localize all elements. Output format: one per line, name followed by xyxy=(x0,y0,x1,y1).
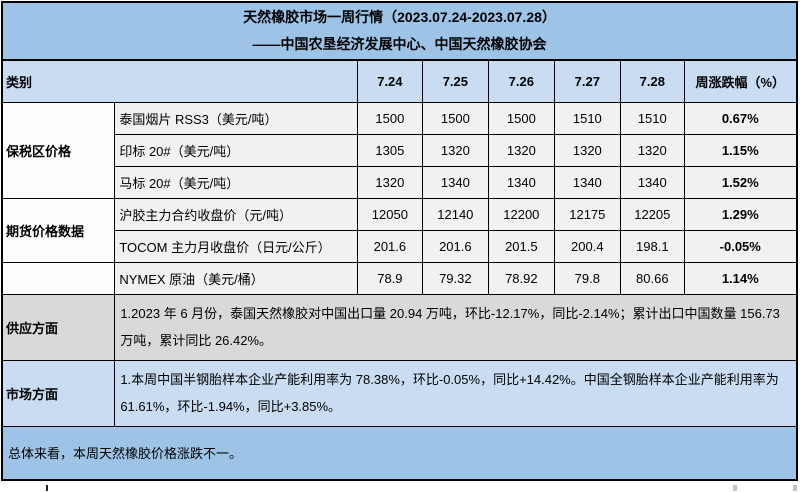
section-label-supply: 供应方面 xyxy=(1,293,116,361)
value-cell: 1500 xyxy=(488,101,555,135)
group-cell-futures: 期货价格数据 xyxy=(1,197,116,263)
value-cell: 12050 xyxy=(357,197,423,231)
table-row-shfe: 期货价格数据 沪胶主力合约收盘价（元/吨） 12050 12140 12200 … xyxy=(1,197,798,263)
value-cell: 12140 xyxy=(421,197,490,231)
value-cell: 1320 xyxy=(357,165,423,199)
summary-text: 总体来看，本周天然橡胶价格涨跌不一。 xyxy=(1,425,798,481)
header-row: 类别 7.24 7.25 7.26 7.27 7.28 周涨跌幅（%） xyxy=(1,59,798,103)
item-cell: 马标 20#（美元/吨） xyxy=(114,165,359,199)
value-cell: 1320 xyxy=(488,133,555,167)
report-title: 天然橡胶市场一周行情（2023.07.24-2023.07.28） xyxy=(243,9,556,26)
change-cell: 0.67% xyxy=(683,101,798,135)
col-header-category: 类别 xyxy=(1,59,359,103)
value-cell: 1320 xyxy=(553,133,622,167)
value-cell: 79.8 xyxy=(553,261,622,295)
value-cell: 198.1 xyxy=(620,229,685,263)
change-cell: 1.15% xyxy=(683,133,798,167)
section-row-supply: 供应方面 1.2023 年 6 月份，泰国天然橡胶对中国出口量 20.94 万吨… xyxy=(1,293,798,361)
value-cell: 1340 xyxy=(553,165,622,199)
section-text-market: 1.本周中国半钢胎样本企业产能利用率为 78.38%，环比-0.05%，同比+1… xyxy=(114,359,798,427)
col-header-weekly-change: 周涨跌幅（%） xyxy=(683,59,798,103)
table-row-str20: 印标 20#（美元/吨） 1305 1320 1320 1320 1320 1.… xyxy=(2,133,798,167)
table-row-smr20: 马标 20#（美元/吨） 1320 1340 1340 1340 1340 1.… xyxy=(2,165,798,199)
value-cell: 1340 xyxy=(421,165,490,199)
change-cell: 1.14% xyxy=(683,261,798,295)
table-row-nymex: NYMEX 原油（美元/桶） 78.9 79.32 78.92 79.8 80.… xyxy=(1,261,798,295)
value-cell: 79.32 xyxy=(421,261,490,295)
table-row-rss3: 保税区价格 泰国烟片 RSS3（美元/吨） 1500 1500 1500 151… xyxy=(1,101,798,199)
section-label-market: 市场方面 xyxy=(1,359,116,427)
col-header-date-5: 7.28 xyxy=(620,59,685,103)
value-cell: 200.4 xyxy=(553,229,622,263)
bottom-gridline-strip xyxy=(0,484,800,492)
value-cell: 12205 xyxy=(620,197,685,231)
title-row: 天然橡胶市场一周行情（2023.07.24-2023.07.28） ——中国农垦… xyxy=(1,1,798,61)
gridline-tick xyxy=(793,485,797,491)
item-cell: 沪胶主力合约收盘价（元/吨） xyxy=(114,197,359,231)
value-cell: 201.6 xyxy=(357,229,423,263)
value-cell: 1320 xyxy=(620,133,685,167)
report-subtitle: ——中国农垦经济发展中心、中国天然橡胶协会 xyxy=(252,36,547,52)
value-cell: 12200 xyxy=(488,197,555,231)
col-header-date-2: 7.25 xyxy=(421,59,490,103)
value-cell: 1500 xyxy=(357,101,423,135)
value-cell: 12175 xyxy=(553,197,622,231)
title-cell: 天然橡胶市场一周行情（2023.07.24-2023.07.28） ——中国农垦… xyxy=(1,1,798,61)
change-cell: 1.29% xyxy=(683,197,798,231)
summary-row: 总体来看，本周天然橡胶价格涨跌不一。 xyxy=(1,425,798,481)
table-row-tocom: TOCOM 主力月收盘价（日元/公斤） 201.6 201.6 201.5 20… xyxy=(2,229,798,263)
value-cell: 78.9 xyxy=(357,261,423,295)
value-cell: 201.5 xyxy=(488,229,555,263)
gridline-tick xyxy=(733,485,737,491)
value-cell: 1320 xyxy=(421,133,490,167)
change-cell: 1.52% xyxy=(683,165,798,199)
section-row-market: 市场方面 1.本周中国半钢胎样本企业产能利用率为 78.38%，环比-0.05%… xyxy=(1,359,798,427)
item-cell: 泰国烟片 RSS3（美元/吨） xyxy=(114,101,359,135)
value-cell: 1510 xyxy=(620,101,685,135)
col-header-date-1: 7.24 xyxy=(357,59,423,103)
value-cell: 1510 xyxy=(553,101,622,135)
value-cell: 201.6 xyxy=(421,229,490,263)
value-cell: 78.92 xyxy=(488,261,555,295)
gridline-tick xyxy=(46,485,48,491)
col-header-date-3: 7.26 xyxy=(488,59,555,103)
value-cell: 1340 xyxy=(620,165,685,199)
value-cell: 1340 xyxy=(488,165,555,199)
item-cell: TOCOM 主力月收盘价（日元/公斤） xyxy=(114,229,359,263)
item-cell: 印标 20#（美元/吨） xyxy=(114,133,359,167)
value-cell: 1500 xyxy=(421,101,490,135)
col-header-date-4: 7.27 xyxy=(553,59,622,103)
item-cell: NYMEX 原油（美元/桶） xyxy=(114,261,359,295)
rubber-market-table: 天然橡胶市场一周行情（2023.07.24-2023.07.28） ——中国农垦… xyxy=(1,1,798,481)
section-text-supply: 1.2023 年 6 月份，泰国天然橡胶对中国出口量 20.94 万吨，环比-1… xyxy=(114,293,798,361)
group-cell-bonded-zone: 保税区价格 xyxy=(1,101,116,199)
value-cell: 1305 xyxy=(357,133,423,167)
group-cell-empty xyxy=(1,261,116,295)
value-cell: 80.66 xyxy=(620,261,685,295)
change-cell: -0.05% xyxy=(683,229,798,263)
